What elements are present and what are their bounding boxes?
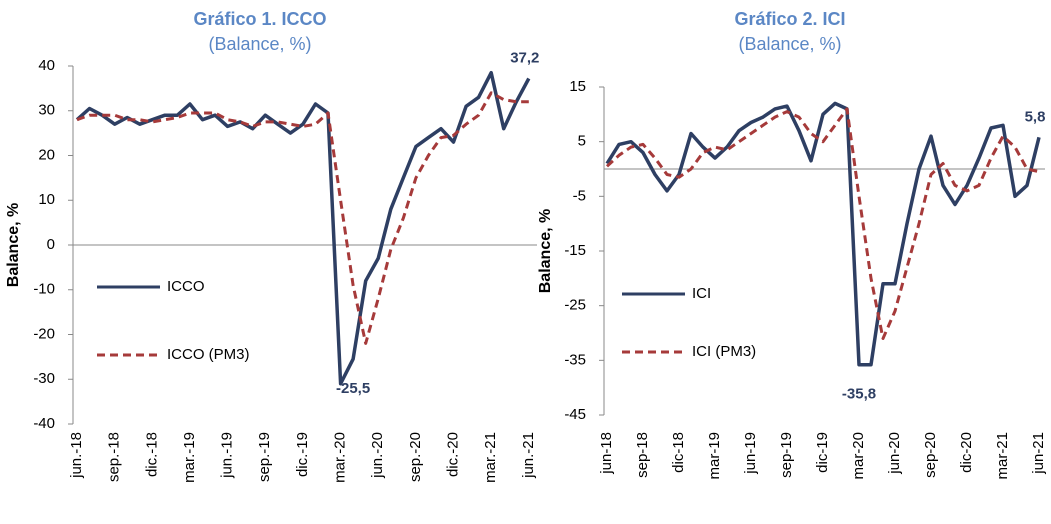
y-tick-label: -45 <box>564 406 586 423</box>
x-tick-label: jun.-19 <box>219 432 236 479</box>
value-label: -25,5 <box>336 380 370 397</box>
y-tick-label: -25 <box>564 297 586 314</box>
y-axis-title: Balance, % <box>537 209 554 293</box>
x-tick-label: sep-18 <box>634 432 651 478</box>
y-tick-label: 40 <box>38 57 55 74</box>
y-tick-label: 10 <box>38 191 55 208</box>
value-label: 37,2 <box>510 49 539 66</box>
x-tick-label: mar-21 <box>994 432 1011 480</box>
x-tick-label: dic-19 <box>814 432 831 473</box>
y-tick-label: 0 <box>47 236 55 253</box>
x-tick-label: jun.-21 <box>520 432 537 479</box>
legend-label: ICI <box>692 285 711 302</box>
x-tick-label: mar.-20 <box>332 432 349 483</box>
value-label: 5,8 <box>1025 108 1046 125</box>
x-tick-label: sep-19 <box>778 432 795 478</box>
x-tick-label: dic-18 <box>670 432 687 473</box>
y-axis-title: Balance, % <box>5 203 22 287</box>
y-tick-label: -10 <box>33 281 55 298</box>
y-tick-label: -30 <box>33 370 55 387</box>
x-tick-label: dic.-20 <box>444 432 461 477</box>
x-tick-label: sep.-19 <box>256 432 273 482</box>
x-tick-label: mar.-19 <box>181 432 198 483</box>
legend-label: ICI (PM3) <box>692 343 756 360</box>
y-tick-label: 5 <box>578 133 586 150</box>
legend-label: ICCO (PM3) <box>167 346 250 363</box>
y-tick-label: -35 <box>564 351 586 368</box>
y-tick-label: 20 <box>38 146 55 163</box>
x-tick-label: mar-20 <box>850 432 867 480</box>
x-tick-label: dic.-19 <box>294 432 311 477</box>
x-tick-label: jun-18 <box>598 432 615 475</box>
x-tick-label: sep-20 <box>922 432 939 478</box>
x-tick-label: sep.-18 <box>106 432 123 482</box>
line-series <box>605 101 1041 367</box>
legend-label: ICCO <box>167 278 205 295</box>
x-tick-label: sep.-20 <box>407 432 424 482</box>
x-tick-label: jun-19 <box>742 432 759 475</box>
x-tick-label: mar.-21 <box>482 432 499 483</box>
line-series <box>76 91 529 345</box>
line-series <box>75 70 531 386</box>
chart-title: Gráfico 1. ICCO <box>193 9 326 29</box>
x-tick-label: mar-19 <box>706 432 723 480</box>
y-tick-label: 30 <box>38 102 55 119</box>
y-tick-label: 15 <box>569 78 586 95</box>
chart-title: Gráfico 2. ICI <box>734 9 845 29</box>
y-tick-label: -15 <box>564 242 586 259</box>
y-tick-label: -20 <box>33 325 55 342</box>
x-tick-label: jun.-18 <box>68 432 85 479</box>
chart-subtitle: (Balance, %) <box>208 34 311 54</box>
chart-subtitle: (Balance, %) <box>738 34 841 54</box>
value-label: -35,8 <box>842 386 876 403</box>
x-tick-label: dic-20 <box>958 432 975 473</box>
x-tick-label: jun-21 <box>1030 432 1047 475</box>
x-tick-label: jun.-20 <box>369 432 386 479</box>
y-tick-label: -5 <box>573 187 586 204</box>
x-tick-label: jun-20 <box>886 432 903 475</box>
y-tick-label: -40 <box>33 415 55 432</box>
x-tick-label: dic.-18 <box>143 432 160 477</box>
line-series <box>605 107 1040 340</box>
